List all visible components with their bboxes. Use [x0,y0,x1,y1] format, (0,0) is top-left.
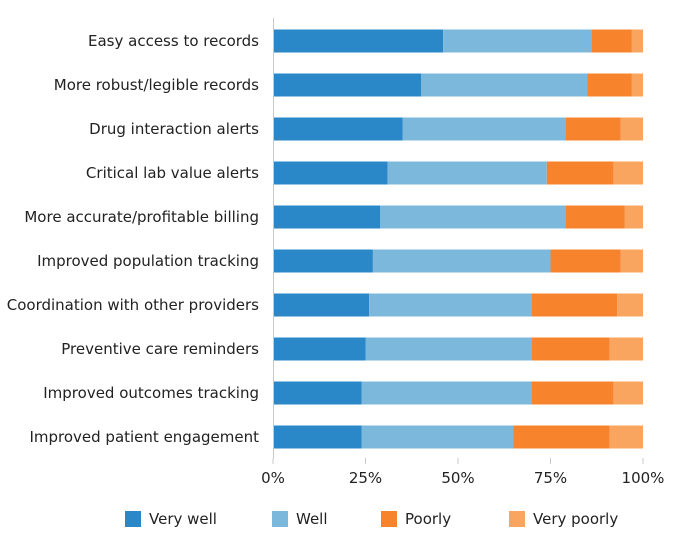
bar-segment-well-more-accurate-profitable-billing [380,205,566,229]
category-label: Drug interaction alerts [89,120,259,138]
category-label: Preventive care reminders [61,340,259,358]
bar-segment-very-poorly-easy-access-to-records [631,29,643,53]
bar-segment-poorly-more-accurate-profitable-billing [565,205,625,229]
bar-segment-very-poorly-critical-lab-value-alerts [613,161,643,185]
bar-segment-well-drug-interaction-alerts [402,117,566,141]
bar-segment-poorly-critical-lab-value-alerts [546,161,614,185]
bar-segment-very-well-improved-population-tracking [273,249,373,273]
category-labels: Easy access to records More robust/legibl… [7,32,259,446]
bar-segment-very-poorly-more-accurate-profitable-billing [624,205,643,229]
bars-layer [273,29,643,449]
legend-swatch [125,511,141,527]
bar-segment-poorly-preventive-care-reminders [532,337,610,361]
legend-label: Very poorly [533,510,618,528]
bar-segment-very-well-improved-outcomes-tracking [273,381,362,405]
bar-segment-very-well-preventive-care-reminders [273,337,366,361]
category-label: Coordination with other providers [7,296,259,314]
x-tick-label: 25% [349,469,382,487]
bar-segment-very-poorly-more-robust-legible-records [631,73,643,97]
bar-segment-very-well-critical-lab-value-alerts [273,161,388,185]
bar-segment-poorly-coordination-with-other-providers [532,293,618,317]
legend-item-poorly: Poorly [381,510,451,528]
bar-segment-poorly-more-robust-legible-records [587,73,632,97]
bar-segment-very-poorly-improved-outcomes-tracking [613,381,643,405]
legend-item-well: Well [272,510,328,528]
category-label: Critical lab value alerts [86,164,259,182]
bar-segment-very-well-more-robust-legible-records [273,73,421,97]
category-label: Easy access to records [88,32,259,50]
legend-swatch [509,511,525,527]
legend-item-very-well: Very well [125,510,217,528]
legend-item-very-poorly: Very poorly [509,510,618,528]
x-axis: 0% 25% 50% 75% 100% [261,18,664,487]
bar-segment-very-poorly-coordination-with-other-providers [617,293,643,317]
category-label: Improved population tracking [37,252,259,270]
bar-segment-well-preventive-care-reminders [365,337,532,361]
legend-label: Well [296,510,328,528]
bar-segment-very-poorly-improved-population-tracking [620,249,643,273]
category-label: Improved patient engagement [29,428,259,446]
legend-swatch [381,511,397,527]
category-label: Improved outcomes tracking [43,384,259,402]
x-tick-label: 100% [622,469,665,487]
legend-label: Poorly [405,510,451,528]
category-label: More accurate/profitable billing [24,208,259,226]
bar-segment-poorly-improved-outcomes-tracking [532,381,614,405]
bar-segment-well-improved-patient-engagement [361,425,514,449]
legend-swatch [272,511,288,527]
bar-segment-very-well-coordination-with-other-providers [273,293,370,317]
bar-segment-very-poorly-preventive-care-reminders [609,337,643,361]
bar-segment-very-well-easy-access-to-records [273,29,444,53]
bar-segment-well-coordination-with-other-providers [369,293,532,317]
bar-segment-poorly-improved-population-tracking [550,249,621,273]
bar-segment-well-improved-population-tracking [372,249,551,273]
bar-segment-very-poorly-improved-patient-engagement [609,425,643,449]
x-tick-label: 50% [441,469,474,487]
bar-segment-poorly-drug-interaction-alerts [565,117,621,141]
bar-segment-very-well-drug-interaction-alerts [273,117,403,141]
x-tick-label: 0% [261,469,285,487]
bar-segment-well-improved-outcomes-tracking [361,381,532,405]
legend: Very well Well Poorly Very poorly [125,510,618,528]
bar-segment-very-well-more-accurate-profitable-billing [273,205,381,229]
bar-segment-very-well-improved-patient-engagement [273,425,362,449]
bar-segment-well-critical-lab-value-alerts [387,161,547,185]
legend-label: Very well [149,510,217,528]
category-label: More robust/legible records [54,76,259,94]
bar-segment-very-poorly-drug-interaction-alerts [620,117,643,141]
x-tick-label: 75% [534,469,567,487]
bar-segment-poorly-improved-patient-engagement [513,425,610,449]
bar-segment-poorly-easy-access-to-records [591,29,632,53]
bar-segment-well-more-robust-legible-records [421,73,588,97]
bar-segment-well-easy-access-to-records [443,29,592,53]
